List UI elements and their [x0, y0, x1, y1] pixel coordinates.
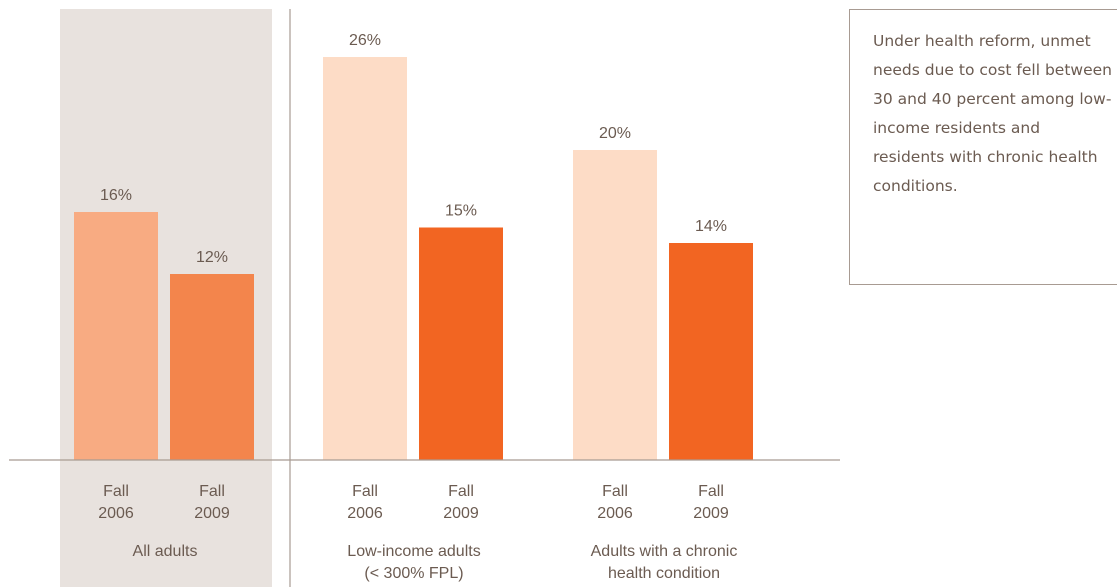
- bar-value-label: 16%: [100, 187, 132, 204]
- x-tick-label: Fall 2009: [194, 483, 230, 522]
- group-label: Low-income adults (< 300% FPL): [347, 543, 480, 582]
- bar-value-label: 20%: [599, 125, 631, 142]
- bar: [170, 274, 254, 460]
- bar: [573, 150, 657, 460]
- group-label: All adults: [133, 543, 198, 560]
- bar: [669, 243, 753, 460]
- bar: [419, 227, 503, 460]
- x-tick-label: Fall 2009: [443, 483, 479, 522]
- bar-value-label: 26%: [349, 32, 381, 49]
- x-tick-label: Fall 2006: [98, 483, 134, 522]
- bar-value-label: 12%: [196, 249, 228, 266]
- bar: [323, 57, 407, 460]
- x-tick-label: Fall 2009: [693, 483, 729, 522]
- x-tick-label: Fall 2006: [597, 483, 633, 522]
- bar-value-label: 15%: [445, 203, 477, 220]
- bar: [74, 212, 158, 460]
- callout-text: Under health reform, unmet needs due to …: [873, 32, 1112, 195]
- x-tick-label: Fall 2006: [347, 483, 383, 522]
- bar-value-label: 14%: [695, 218, 727, 235]
- group-label: Adults with a chronic health condition: [591, 543, 738, 582]
- callout-box: Under health reform, unmet needs due to …: [849, 9, 1117, 285]
- bar-chart: 16% Fall 2006 12% Fall 2009 All adults 26% Fall 2…: [9, 9, 840, 587]
